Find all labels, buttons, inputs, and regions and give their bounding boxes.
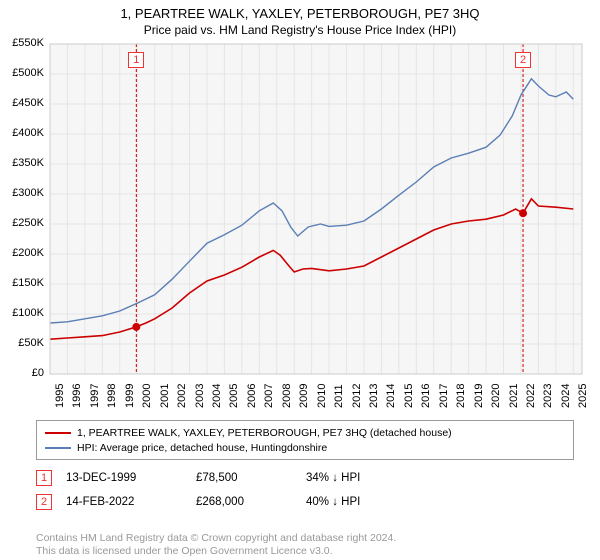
x-tick-label: 2000	[141, 384, 153, 408]
event-row: 1 13-DEC-1999£78,50034% ↓ HPI	[36, 470, 360, 486]
x-tick-label: 2019	[473, 384, 485, 408]
x-tick-label: 2007	[263, 384, 275, 408]
x-tick-label: 2009	[298, 384, 310, 408]
x-tick-label: 2011	[333, 384, 345, 408]
x-tick-label: 2002	[176, 384, 188, 408]
chart-legend: 1, PEARTREE WALK, YAXLEY, PETERBOROUGH, …	[36, 420, 574, 460]
y-tick-label: £150K	[2, 277, 44, 289]
legend-swatch	[45, 447, 71, 449]
x-tick-label: 2001	[159, 384, 171, 408]
x-tick-label: 2021	[508, 384, 520, 408]
y-tick-label: £550K	[2, 37, 44, 49]
y-tick-label: £50K	[2, 337, 44, 349]
x-tick-label: 2005	[228, 384, 240, 408]
y-tick-label: £500K	[2, 67, 44, 79]
y-tick-label: £350K	[2, 157, 44, 169]
x-tick-label: 1998	[106, 384, 118, 408]
x-tick-label: 2022	[525, 384, 537, 408]
x-tick-label: 2013	[368, 384, 380, 408]
x-tick-label: 2014	[385, 384, 397, 408]
event-date: 13-DEC-1999	[66, 472, 196, 484]
event-price: £78,500	[196, 472, 306, 484]
x-tick-label: 2025	[577, 384, 589, 408]
x-tick-label: 2015	[403, 384, 415, 408]
x-tick-label: 2018	[455, 384, 467, 408]
footer-line-2: This data is licensed under the Open Gov…	[36, 545, 333, 557]
x-tick-label: 2012	[351, 384, 363, 408]
y-tick-label: £450K	[2, 97, 44, 109]
x-tick-label: 2004	[211, 384, 223, 408]
y-tick-label: £250K	[2, 217, 44, 229]
event-badge: 1	[128, 52, 144, 68]
y-tick-label: £300K	[2, 187, 44, 199]
event-badge: 2	[515, 52, 531, 68]
event-row-badge: 2	[36, 494, 52, 510]
footer-line-1: Contains HM Land Registry data © Crown c…	[36, 532, 396, 544]
x-tick-label: 2006	[246, 384, 258, 408]
legend-swatch	[45, 432, 71, 434]
event-row: 2 14-FEB-2022£268,00040% ↓ HPI	[36, 494, 360, 510]
y-tick-label: £400K	[2, 127, 44, 139]
x-tick-label: 2003	[194, 384, 206, 408]
legend-label: HPI: Average price, detached house, Hunt…	[77, 442, 327, 454]
event-row-badge: 1	[36, 470, 52, 486]
x-tick-label: 1997	[89, 384, 101, 408]
x-tick-label: 2023	[542, 384, 554, 408]
x-tick-label: 1995	[54, 384, 66, 408]
x-tick-label: 2008	[281, 384, 293, 408]
x-tick-label: 2010	[316, 384, 328, 408]
x-tick-label: 2017	[438, 384, 450, 408]
x-tick-label: 2024	[560, 384, 572, 408]
x-tick-label: 2020	[490, 384, 502, 408]
legend-row: 1, PEARTREE WALK, YAXLEY, PETERBOROUGH, …	[45, 425, 565, 440]
y-tick-label: £100K	[2, 307, 44, 319]
event-delta: 34% ↓ HPI	[306, 472, 360, 484]
legend-row: HPI: Average price, detached house, Hunt…	[45, 440, 565, 455]
event-price: £268,000	[196, 496, 306, 508]
x-tick-label: 1996	[71, 384, 83, 408]
legend-label: 1, PEARTREE WALK, YAXLEY, PETERBOROUGH, …	[77, 427, 452, 439]
event-delta: 40% ↓ HPI	[306, 496, 360, 508]
y-tick-label: £200K	[2, 247, 44, 259]
x-tick-label: 1999	[124, 384, 136, 408]
event-date: 14-FEB-2022	[66, 496, 196, 508]
y-tick-label: £0	[2, 367, 44, 379]
x-tick-label: 2016	[420, 384, 432, 408]
